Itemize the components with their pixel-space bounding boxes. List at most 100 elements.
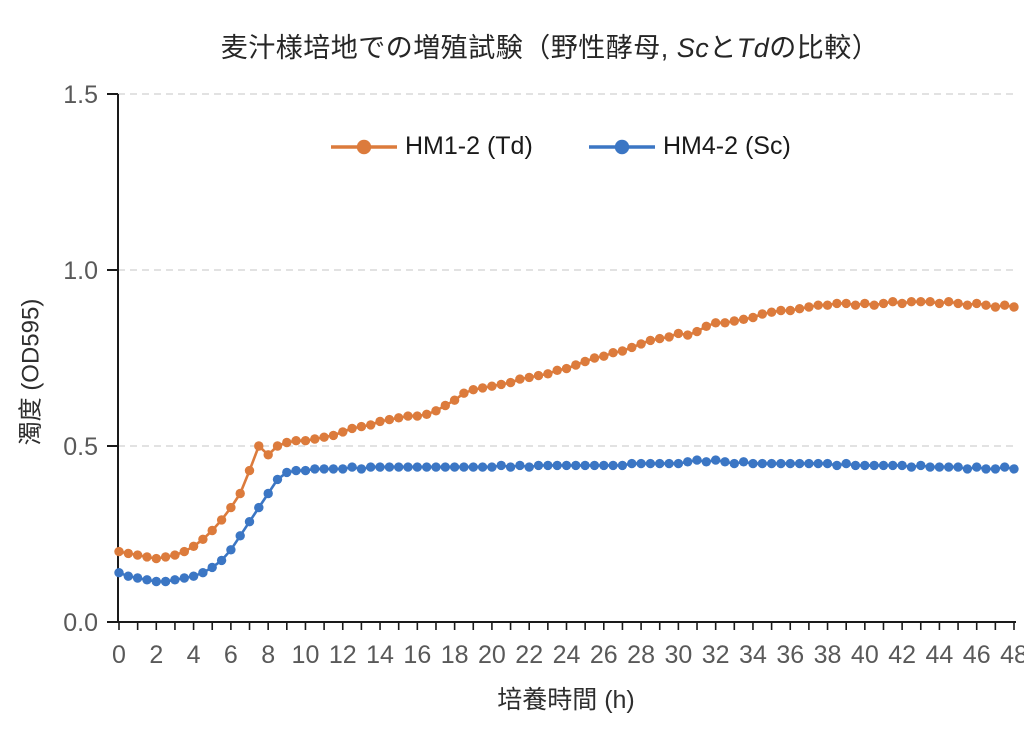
x-tick-label: 12: [329, 641, 357, 669]
x-tick-label: 30: [664, 641, 692, 669]
series-point-hm1-2: [403, 411, 413, 421]
series-point-hm4-2: [701, 457, 711, 467]
series-point-hm1-2: [216, 515, 227, 525]
x-tick-label: 32: [702, 641, 730, 669]
series-point-hm1-2: [524, 372, 534, 383]
chart-title-connector: と: [709, 33, 737, 63]
series-point-hm1-2: [282, 437, 292, 448]
x-tick-label: 0: [112, 641, 126, 669]
series-point-hm4-2: [552, 460, 562, 471]
series-point-hm1-2: [972, 298, 982, 309]
series-point-hm1-2: [822, 300, 833, 310]
x-tick-label: 22: [515, 641, 543, 669]
series-point-hm1-2: [412, 411, 422, 421]
chart-title-suffix: の比較）: [769, 33, 880, 63]
series-point-hm4-2: [683, 457, 693, 467]
series-point-hm4-2: [878, 460, 889, 471]
series-point-hm4-2: [375, 462, 385, 472]
series-point-hm4-2: [673, 458, 684, 469]
series-point-hm4-2: [543, 460, 553, 471]
series-point-hm4-2: [748, 458, 758, 469]
series-point-hm1-2: [869, 300, 879, 310]
legend-label: HM1-2 (Td): [405, 132, 533, 160]
series-point-hm1-2: [431, 406, 441, 416]
series-point-hm4-2: [207, 562, 217, 573]
series-point-hm1-2: [505, 377, 516, 388]
series-point-hm4-2: [515, 460, 525, 471]
series-point-hm1-2: [757, 309, 767, 319]
series-point-hm1-2: [990, 302, 1001, 312]
series-point-hm4-2: [431, 462, 441, 472]
x-tick-label: 2: [149, 641, 163, 669]
series-point-hm1-2: [328, 430, 339, 441]
x-tick-label: 44: [926, 641, 954, 669]
series-point-hm1-2: [356, 421, 367, 432]
series-point-hm1-2: [272, 441, 283, 451]
legend-label: HM4-2 (Sc): [663, 132, 791, 160]
series-point-hm4-2: [160, 576, 171, 587]
series-point-hm1-2: [151, 553, 161, 564]
series-point-hm4-2: [580, 460, 590, 471]
series-point-hm1-2: [487, 381, 497, 391]
x-tick-label: 26: [590, 641, 618, 669]
series-point-hm4-2: [1009, 464, 1019, 474]
series-point-hm1-2: [813, 300, 823, 310]
chart-title-species-sc: Sc: [676, 33, 710, 63]
legend-item-hm1-2: HM1-2 (Td): [330, 132, 533, 161]
series-point-hm1-2: [300, 436, 311, 446]
series-point-hm1-2: [832, 298, 842, 309]
series-point-hm1-2: [738, 314, 749, 324]
series-point-hm1-2: [636, 339, 646, 349]
series-point-hm4-2: [655, 458, 665, 469]
series-point-hm4-2: [916, 460, 926, 471]
series-point-hm1-2: [440, 400, 450, 411]
x-tick-label: 18: [441, 641, 469, 669]
series-point-hm1-2: [561, 363, 572, 374]
series-point-hm4-2: [198, 568, 208, 578]
series-point-hm4-2: [645, 458, 656, 469]
series-point-hm4-2: [347, 462, 357, 472]
x-axis-title: 培養時間 (h): [497, 686, 635, 714]
series-point-hm4-2: [449, 462, 460, 472]
series-point-hm4-2: [981, 464, 991, 474]
series-point-hm1-2: [533, 370, 544, 381]
series-point-hm4-2: [338, 464, 348, 474]
series-point-hm1-2: [748, 312, 758, 323]
series-point-hm1-2: [804, 302, 814, 312]
series-point-hm4-2: [692, 455, 702, 465]
series-point-hm4-2: [282, 467, 292, 478]
series-point-hm1-2: [142, 552, 152, 562]
series-point-hm4-2: [608, 460, 618, 471]
series-point-hm4-2: [757, 458, 767, 469]
series-point-hm1-2: [850, 300, 861, 310]
series-point-hm1-2: [692, 326, 702, 337]
series-point-hm4-2: [524, 462, 534, 472]
series-point-hm4-2: [403, 462, 413, 472]
series-point-hm4-2: [291, 465, 301, 476]
x-tick-label: 4: [187, 641, 201, 669]
series-point-hm4-2: [254, 502, 264, 513]
series-point-hm1-2: [645, 335, 656, 346]
series-point-hm1-2: [711, 318, 721, 328]
series-point-hm1-2: [878, 298, 889, 309]
series-point-hm1-2: [132, 550, 143, 560]
y-tick-label: 0.5: [63, 433, 98, 461]
series-point-hm1-2: [860, 298, 870, 309]
series-point-hm1-2: [729, 316, 739, 326]
series-point-hm4-2: [627, 458, 637, 469]
series-point-hm1-2: [244, 465, 255, 476]
series-point-hm4-2: [272, 474, 283, 485]
series-point-hm1-2: [617, 346, 628, 356]
series-point-hm4-2: [888, 460, 898, 471]
series-point-hm1-2: [543, 369, 553, 379]
series-point-hm1-2: [207, 525, 217, 536]
series-point-hm1-2: [934, 298, 945, 309]
series-point-hm1-2: [720, 318, 730, 328]
x-tick-label: 8: [261, 641, 275, 669]
y-tick-label: 1.0: [63, 257, 98, 285]
series-point-hm4-2: [822, 458, 833, 469]
series-point-hm4-2: [766, 458, 777, 469]
series-point-hm1-2: [683, 330, 693, 340]
y-tick-label: 1.5: [63, 81, 98, 109]
